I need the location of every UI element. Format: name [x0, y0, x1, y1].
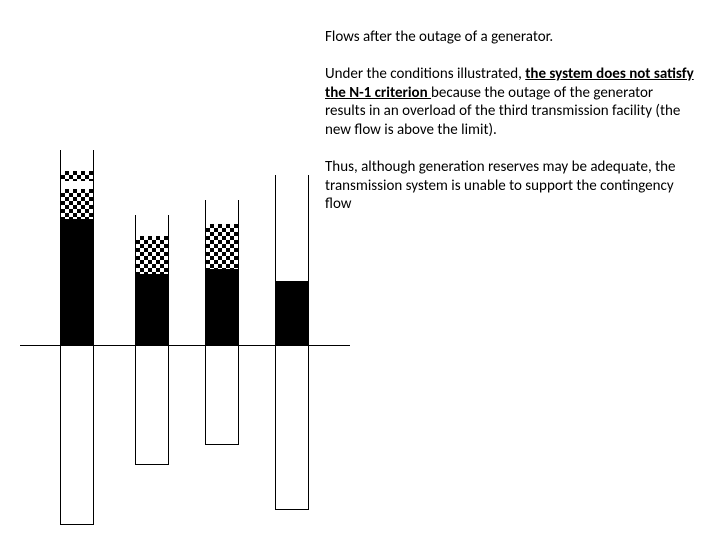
bar-2-lower: [135, 345, 169, 465]
para-conclusion: Thus, although generation reserves may b…: [325, 158, 695, 214]
bar-3-seg-2: [206, 224, 238, 269]
bar-4-seg-1: [276, 281, 308, 344]
bar-1-seg-4: [61, 171, 93, 181]
bar-3-upper: [205, 200, 239, 345]
description-text: Flows after the outage of a generator. U…: [325, 28, 695, 232]
chart-title: Flows after the outage of a generator.: [325, 28, 695, 47]
bar-4-lower: [275, 345, 309, 510]
bar-2-seg-2: [136, 236, 168, 274]
bar-4-seg-2: [276, 174, 308, 281]
bar-1-seg-3: [61, 181, 93, 189]
bar-1-seg-2: [61, 189, 93, 219]
para-overload: Under the conditions illustrated, the sy…: [325, 65, 695, 140]
bar-3-lower: [205, 345, 239, 445]
bar-4-upper: [275, 175, 309, 345]
bar-2-seg-3: [136, 214, 168, 236]
para2-prefix: Under the conditions illustrated,: [325, 65, 525, 83]
bar-2-seg-1: [136, 274, 168, 344]
bar-1-seg-1: [61, 219, 93, 344]
bar-1-seg-5: [61, 149, 93, 171]
bar-1-lower: [60, 345, 94, 525]
bar-3-seg-3: [206, 199, 238, 224]
bar-1-upper: [60, 150, 94, 345]
bar-2-upper: [135, 215, 169, 345]
bar-3-seg-1: [206, 269, 238, 344]
flow-bar-chart: [20, 130, 350, 530]
